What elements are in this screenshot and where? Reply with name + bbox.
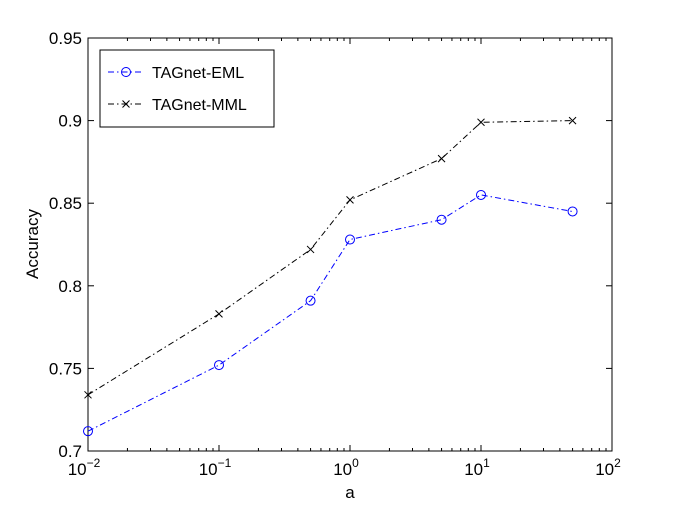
- series-layer: [83, 116, 578, 437]
- data-point: [567, 206, 578, 217]
- y-tick-label: 0.85: [49, 194, 82, 213]
- legend-marker-mml: [122, 100, 130, 108]
- data-point: [306, 245, 315, 254]
- legend-label-eml: TAGnet-EML: [152, 65, 244, 82]
- x-axis-label: a: [345, 483, 355, 502]
- x-tick-label: 100: [333, 456, 359, 479]
- y-tick-label: 0.95: [49, 29, 82, 48]
- axis-ticks: 10−2 10−1 100 101 102 0.7 0.75 0.8 0.85 0.9 0.95: [49, 29, 621, 479]
- y-axis-label: Accuracy: [23, 209, 42, 279]
- data-point: [84, 390, 92, 399]
- y-tick-label: 0.9: [58, 112, 82, 131]
- x-tick-label: 10−2: [68, 456, 101, 479]
- x-tick-label: 10−1: [199, 456, 232, 479]
- legend-label-mml: TAGnet-MML: [152, 97, 247, 114]
- data-point: [477, 118, 485, 127]
- x-tick-label: 102: [595, 456, 621, 479]
- legend: TAGnet-EML TAGnet-MML: [99, 49, 275, 128]
- data-point: [305, 295, 316, 306]
- legend-box: [99, 49, 275, 128]
- data-point: [215, 310, 223, 318]
- y-tick-label: 0.7: [58, 442, 82, 461]
- data-point: [214, 360, 224, 371]
- y-tick-label: 0.8: [58, 277, 82, 296]
- data-point: [345, 234, 355, 245]
- data-point: [476, 189, 486, 200]
- data-point: [436, 214, 447, 225]
- x-tick-label: 101: [464, 456, 490, 479]
- legend-marker-eml: [121, 67, 131, 77]
- y-tick-label: 0.75: [49, 359, 82, 378]
- data-point: [568, 116, 577, 125]
- data-point: [83, 426, 93, 437]
- data-point: [437, 154, 446, 163]
- data-point: [346, 196, 354, 204]
